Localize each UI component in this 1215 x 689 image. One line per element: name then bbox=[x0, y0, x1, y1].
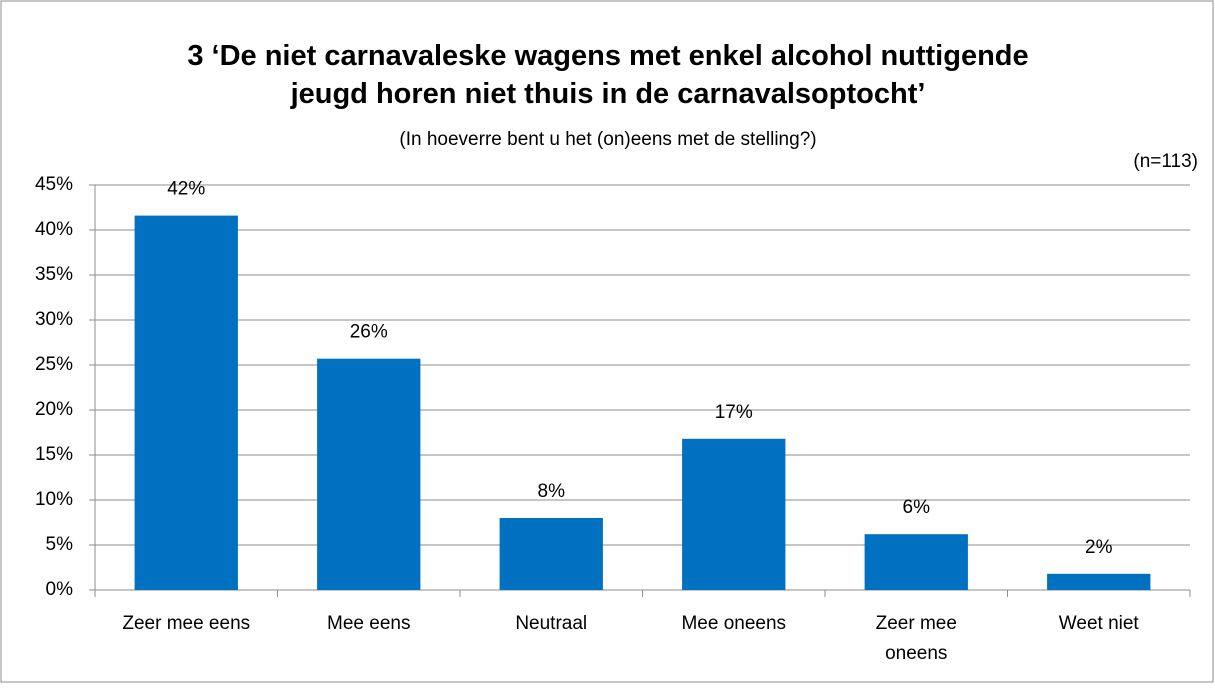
value-label: 42% bbox=[167, 179, 205, 200]
y-tick-label: 25% bbox=[35, 354, 73, 375]
x-tick-label: Zeer mee eens bbox=[122, 613, 250, 634]
y-tick-label: 5% bbox=[46, 534, 74, 555]
x-tick-label: Mee oneens bbox=[681, 613, 786, 634]
y-tick-label: 15% bbox=[35, 444, 73, 465]
y-tick-label: 45% bbox=[35, 174, 73, 195]
y-tick-label: 20% bbox=[35, 399, 73, 420]
value-label: 17% bbox=[715, 402, 753, 423]
chart-subtitle: (In hoeverre bent u het (on)eens met de … bbox=[399, 129, 816, 150]
y-tick-label: 30% bbox=[35, 309, 73, 330]
value-label: 8% bbox=[538, 481, 566, 502]
x-tick-label: Weet niet bbox=[1059, 613, 1140, 634]
y-tick-label: 0% bbox=[46, 579, 74, 600]
bar bbox=[134, 215, 238, 590]
y-tick-label: 10% bbox=[35, 489, 73, 510]
x-tick-label: Zeer mee oneens bbox=[876, 613, 957, 664]
x-tick-label: Neutraal bbox=[515, 613, 587, 634]
bar bbox=[1047, 573, 1151, 590]
annotation: (n=113) bbox=[1133, 151, 1198, 172]
value-label: 26% bbox=[350, 322, 388, 343]
bar bbox=[864, 534, 968, 590]
x-tick-label: Mee eens bbox=[327, 613, 410, 634]
y-tick-label: 40% bbox=[35, 219, 73, 240]
y-tick-label: 35% bbox=[35, 264, 73, 285]
value-label: 2% bbox=[1085, 537, 1113, 558]
bar bbox=[682, 438, 786, 590]
bar bbox=[499, 518, 603, 590]
value-label: 6% bbox=[903, 497, 931, 518]
chart-title: 3 ‘De niet carnavaleske wagens met enkel… bbox=[187, 40, 1028, 110]
bar bbox=[317, 358, 421, 590]
